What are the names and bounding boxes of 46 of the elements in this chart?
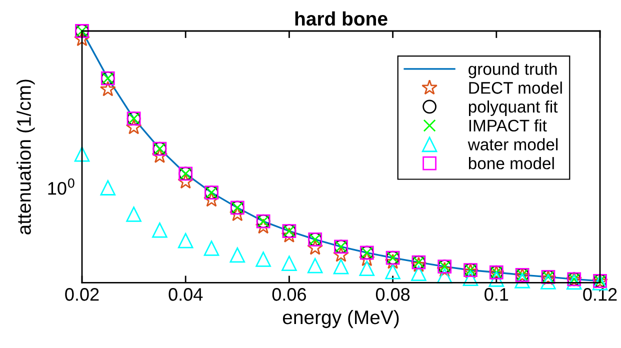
y-axis-title: attenuation (1/cm) xyxy=(16,80,35,234)
point xyxy=(282,256,297,271)
point xyxy=(100,180,116,196)
point xyxy=(333,246,349,262)
point xyxy=(540,274,556,290)
x-tick-label: 0.04 xyxy=(168,288,203,301)
legend-label: IMPACT fit xyxy=(469,119,547,132)
point xyxy=(514,273,530,288)
point xyxy=(384,254,401,269)
point xyxy=(255,218,272,234)
point xyxy=(126,206,142,222)
x-tick-label: 0.08 xyxy=(376,288,410,301)
x-tick-label: 0.12 xyxy=(583,288,617,301)
point xyxy=(333,258,349,274)
point xyxy=(307,240,324,255)
point xyxy=(74,30,90,46)
point xyxy=(281,227,298,243)
point xyxy=(436,262,453,277)
point xyxy=(178,233,194,248)
point xyxy=(126,119,142,134)
point xyxy=(488,272,504,287)
point xyxy=(152,148,168,163)
point xyxy=(204,240,220,256)
point xyxy=(385,264,400,280)
text: 10$^{0}$ xyxy=(48,178,74,195)
point xyxy=(230,247,246,263)
point xyxy=(462,270,478,286)
x-tick-label: 0.06 xyxy=(272,288,306,301)
point xyxy=(100,81,116,96)
point xyxy=(152,222,168,238)
x-tick-label: 0.02 xyxy=(65,288,99,301)
legend-label: water model xyxy=(468,138,558,150)
legend-label: bone model xyxy=(468,157,554,170)
legend-label: ground truth xyxy=(468,62,557,78)
point xyxy=(411,266,426,282)
legend-label: DECT model xyxy=(469,82,562,94)
x-axis-title: energy (MeV) xyxy=(282,310,399,328)
point xyxy=(359,260,375,276)
point xyxy=(307,258,323,274)
point xyxy=(74,146,90,162)
point xyxy=(256,252,271,267)
legend-label: polyquant fit xyxy=(468,100,558,116)
x-tick-label: 0.1 xyxy=(484,288,508,301)
point xyxy=(178,173,194,189)
point xyxy=(566,274,582,290)
chart-title: hard bone xyxy=(295,11,388,26)
